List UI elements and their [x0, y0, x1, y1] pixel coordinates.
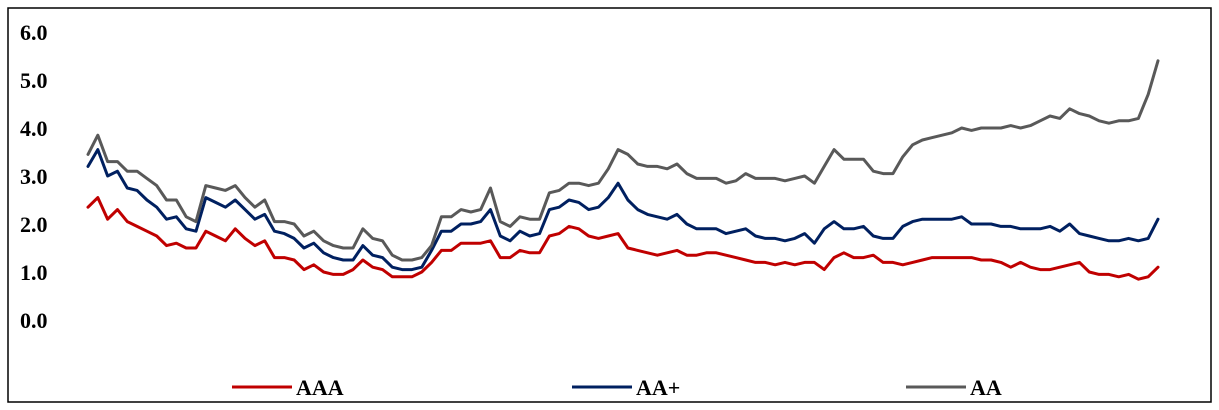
series-line-aaa [86, 196, 1160, 281]
y-tick-label: 6.0 [20, 20, 48, 45]
y-tick-label: 0.0 [20, 308, 48, 333]
legend-item-aaa: AAA [232, 375, 344, 400]
chart-frame [7, 7, 1212, 403]
y-tick-label: 5.0 [20, 68, 48, 93]
legend-label: AAA [296, 375, 344, 400]
legend-label: AA [970, 375, 1002, 400]
y-tick-label: 4.0 [20, 116, 48, 141]
legend-item-aa: AA [906, 375, 1002, 400]
y-tick-label: 2.0 [20, 212, 48, 237]
y-tick-label: 1.0 [20, 260, 48, 285]
series-line-aa [86, 59, 1160, 262]
y-axis-ticks: 0.0 1.0 2.0 3.0 4.0 5.0 6.0 [20, 20, 48, 333]
series-lines [86, 59, 1160, 281]
legend-item-aa-: AA+ [572, 375, 680, 400]
series-line-aa- [86, 148, 1160, 272]
legend: AAA AA+ AA [232, 375, 1002, 400]
y-tick-label: 3.0 [20, 164, 48, 189]
legend-label: AA+ [636, 375, 680, 400]
